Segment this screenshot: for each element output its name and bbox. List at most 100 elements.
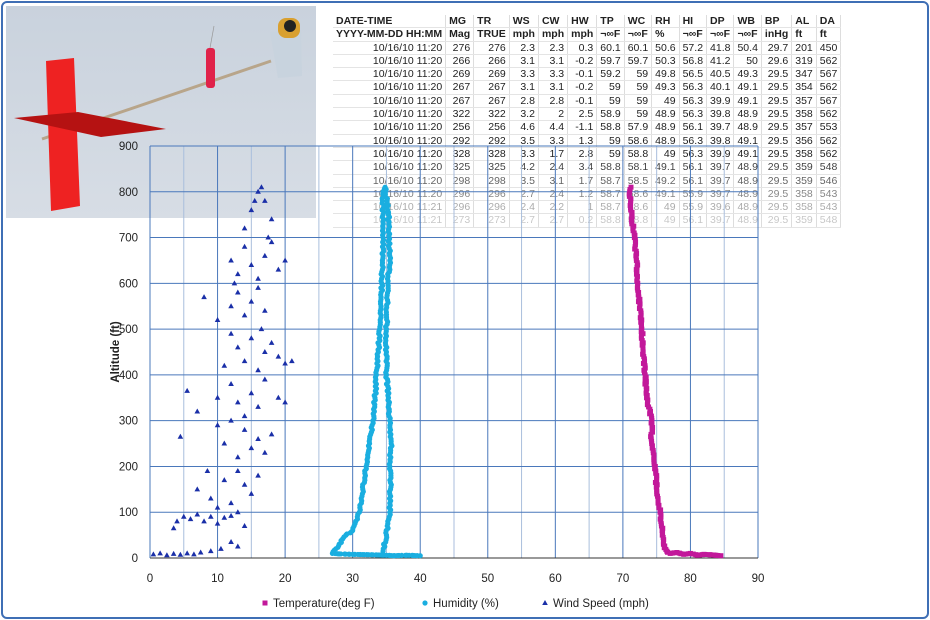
- data-point: [188, 516, 194, 521]
- data-point: [191, 551, 197, 556]
- data-point: [215, 521, 221, 526]
- data-point: [259, 184, 265, 189]
- data-point: [198, 550, 204, 555]
- x-tick-label: 20: [279, 573, 292, 585]
- y-tick-label: 200: [119, 461, 138, 473]
- data-point: [255, 276, 261, 281]
- data-point: [249, 491, 255, 496]
- data-point: [380, 549, 385, 554]
- data-point: [218, 546, 224, 551]
- data-point: [151, 551, 157, 556]
- data-point: [205, 468, 211, 473]
- data-point: [235, 271, 241, 276]
- data-point: [255, 436, 261, 441]
- data-point: [208, 548, 214, 553]
- data-point: [628, 185, 633, 190]
- data-point: [208, 495, 214, 500]
- series-1: [330, 185, 423, 559]
- data-point: [235, 544, 241, 549]
- data-point: [249, 299, 255, 304]
- data-point: [242, 413, 248, 418]
- data-point: [174, 518, 180, 523]
- data-point: [235, 454, 241, 459]
- x-tick-label: 0: [147, 573, 153, 585]
- data-point: [164, 552, 170, 557]
- legend-label: Humidity (%): [433, 598, 499, 610]
- data-point: [184, 550, 190, 555]
- legend-item: Wind Speed (mph): [542, 598, 649, 610]
- data-point: [184, 388, 190, 393]
- data-point: [276, 267, 282, 272]
- data-point: [255, 285, 261, 290]
- x-tick-label: 60: [549, 573, 562, 585]
- data-point: [242, 482, 248, 487]
- y-tick-label: 900: [119, 141, 138, 153]
- data-point: [269, 216, 275, 221]
- data-point: [282, 360, 288, 365]
- data-point: [262, 376, 268, 381]
- series-2: [151, 184, 295, 557]
- data-point: [194, 486, 200, 491]
- data-point: [201, 294, 207, 299]
- data-point: [178, 434, 184, 439]
- data-point: [249, 207, 255, 212]
- y-tick-label: 0: [132, 553, 138, 565]
- data-point: [242, 225, 248, 230]
- legend-item: Humidity (%): [422, 598, 499, 610]
- x-tick-label: 10: [211, 573, 224, 585]
- y-tick-label: 600: [119, 278, 138, 290]
- data-point: [249, 335, 255, 340]
- data-point: [222, 477, 228, 482]
- data-point: [235, 399, 241, 404]
- x-tick-label: 70: [616, 573, 629, 585]
- data-point: [262, 349, 268, 354]
- data-point: [215, 422, 221, 427]
- data-point: [228, 381, 234, 386]
- data-point: [201, 518, 207, 523]
- data-point: [242, 523, 248, 528]
- data-point: [289, 358, 295, 363]
- data-point: [181, 514, 187, 519]
- data-point: [262, 253, 268, 258]
- data-point: [255, 367, 261, 372]
- y-tick-label: 700: [119, 233, 138, 245]
- data-point: [276, 395, 282, 400]
- data-point: [235, 289, 241, 294]
- x-tick-label: 80: [684, 573, 697, 585]
- data-point: [269, 340, 275, 345]
- data-point: [178, 552, 184, 557]
- data-point: [228, 539, 234, 544]
- data-point: [208, 514, 214, 519]
- x-tick-label: 30: [346, 573, 359, 585]
- data-point: [235, 468, 241, 473]
- data-point: [269, 431, 275, 436]
- y-tick-label: 300: [119, 416, 138, 428]
- data-point: [222, 441, 228, 446]
- y-axis-label: Altitude (ft): [110, 321, 122, 382]
- data-point: [157, 550, 163, 555]
- data-point: [228, 513, 234, 518]
- data-point: [215, 317, 221, 322]
- data-point: [228, 500, 234, 505]
- legend-marker: [542, 600, 548, 605]
- data-point: [228, 303, 234, 308]
- data-point: [276, 354, 282, 359]
- data-point: [255, 404, 261, 409]
- data-point: [249, 262, 255, 267]
- data-point: [242, 312, 248, 317]
- data-point: [249, 390, 255, 395]
- data-point: [171, 551, 177, 556]
- data-point: [242, 358, 248, 363]
- series-0: [627, 185, 724, 559]
- data-point: [262, 450, 268, 455]
- altitude-profile-chart: 0 10 20 30 40 50 60 70 80 90 01002003004005006007…: [0, 0, 930, 620]
- data-point: [282, 399, 288, 404]
- legend-marker: [263, 601, 268, 606]
- y-tick-label: 800: [119, 187, 138, 199]
- x-tick-label: 50: [481, 573, 494, 585]
- data-point: [269, 239, 275, 244]
- data-point: [262, 198, 268, 203]
- x-tick-label: 90: [752, 573, 765, 585]
- data-point: [235, 344, 241, 349]
- data-point: [249, 445, 255, 450]
